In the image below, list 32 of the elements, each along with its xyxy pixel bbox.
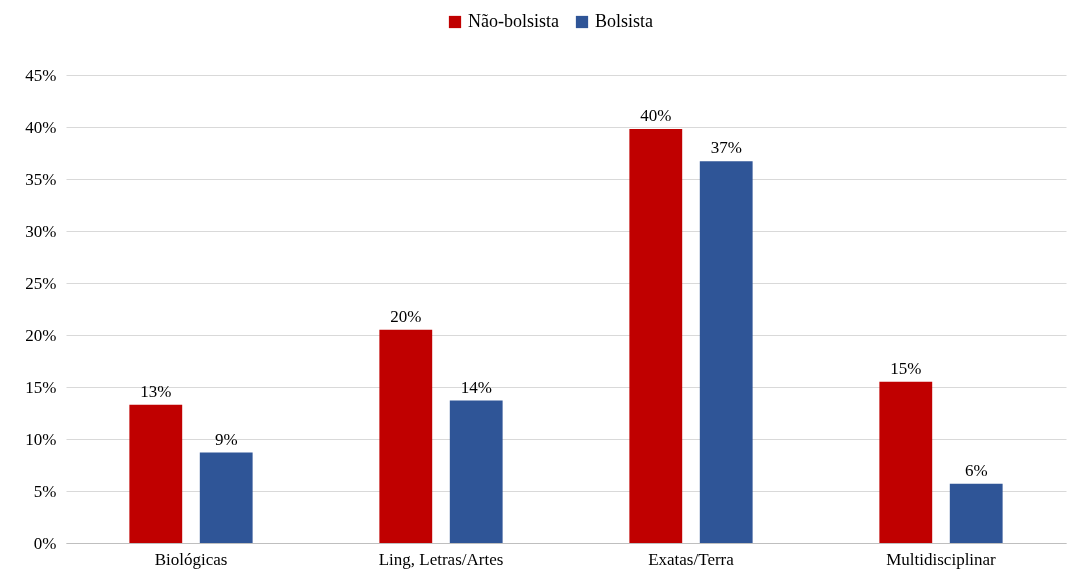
bar	[879, 381, 933, 543]
y-tick-label: 15%	[25, 377, 57, 397]
y-tick-label: 25%	[25, 273, 57, 293]
y-tick-label: 5%	[33, 481, 57, 501]
y-tick-label: 40%	[25, 117, 57, 137]
y-tick-label: 20%	[25, 325, 57, 345]
x-tick-label: Multidisciplinar	[886, 549, 997, 569]
data-label: 20%	[390, 306, 422, 326]
data-label: 37%	[710, 138, 742, 158]
x-tick-label: Ling, Letras/Artes	[378, 549, 504, 569]
x-tick-label: Biológicas	[154, 549, 228, 569]
legend-label: Não-bolsista	[468, 11, 559, 31]
data-label: 15%	[890, 358, 922, 378]
x-tick-label: Exatas/Terra	[648, 549, 735, 569]
bar	[699, 161, 753, 543]
y-tick-label: 0%	[33, 533, 57, 553]
legend-label: Bolsista	[595, 11, 654, 31]
data-label: 9%	[214, 429, 238, 449]
y-tick-label: 30%	[25, 221, 57, 241]
bar	[129, 404, 183, 543]
bar	[379, 329, 433, 543]
data-label: 6%	[964, 460, 988, 480]
bar	[949, 483, 1003, 543]
data-label: 14%	[460, 377, 492, 397]
data-label: 13%	[140, 381, 172, 401]
data-label: 40%	[640, 106, 672, 126]
bar	[449, 400, 503, 543]
bar	[199, 452, 253, 543]
bar	[629, 129, 683, 543]
y-tick-label: 45%	[25, 65, 57, 85]
y-tick-label: 35%	[25, 169, 57, 189]
y-tick-label: 10%	[25, 429, 57, 449]
